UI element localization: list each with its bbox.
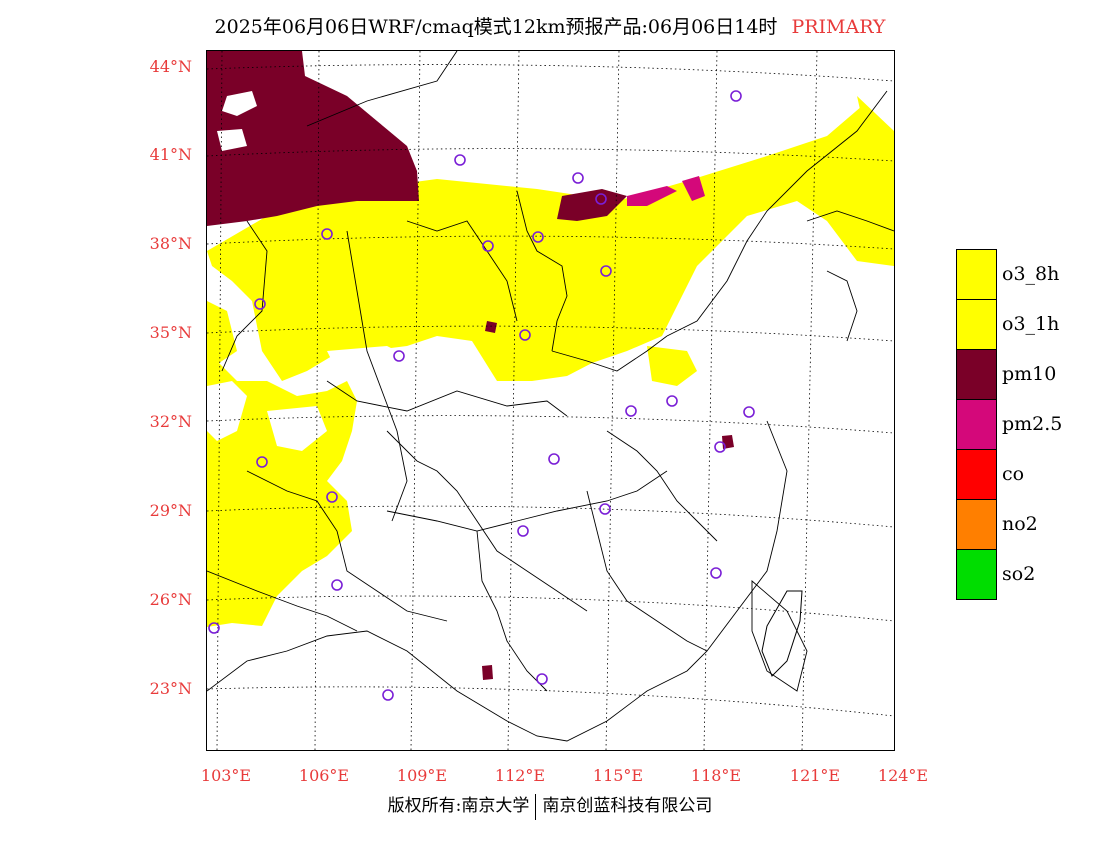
legend-label: o3_8h — [1002, 263, 1060, 285]
legend-label: o3_1h — [1002, 313, 1060, 335]
lat-label-26: 26°N — [149, 590, 192, 609]
primary-tag: PRIMARY — [791, 16, 886, 38]
lat-label-29: 29°N — [149, 501, 192, 520]
legend-item-pm10: pm10 — [956, 349, 1096, 400]
o3-gaps — [207, 346, 407, 451]
taiwan-outline — [761, 590, 803, 677]
legend-swatch — [956, 549, 997, 600]
lat-label-23: 23°N — [149, 679, 192, 698]
legend-item-o3-8h: o3_8h — [956, 249, 1096, 300]
lat-label-38: 38°N — [149, 234, 192, 253]
legend: o3_8h o3_1h pm10 pm2.5 co no2 so2 — [956, 249, 1096, 600]
pm10-holes — [217, 91, 257, 151]
lon-label-124: 124°E — [877, 766, 929, 785]
legend-swatch — [956, 299, 997, 350]
lat-label-41: 41°N — [149, 145, 192, 164]
pm10-region — [207, 51, 734, 680]
footer-separator — [535, 793, 537, 820]
legend-swatch — [956, 349, 997, 400]
legend-item-so2: so2 — [956, 549, 1096, 600]
legend-label: no2 — [1002, 513, 1038, 535]
lon-label-115: 115°E — [592, 766, 644, 785]
legend-item-co: co — [956, 449, 1096, 500]
legend-label: pm10 — [1002, 363, 1057, 385]
map-title: 2025年06月06日WRF/cmaq模式12km预报产品:06月06日14时 P… — [0, 12, 1100, 39]
lon-label-121: 121°E — [789, 766, 841, 785]
lon-label-112: 112°E — [494, 766, 546, 785]
lon-label-106: 106°E — [298, 766, 350, 785]
lon-label-118: 118°E — [690, 766, 742, 785]
copyright-left: 版权所有:南京大学 — [387, 796, 530, 816]
lat-label-35: 35°N — [149, 323, 192, 342]
lon-label-103: 103°E — [200, 766, 252, 785]
copyright-right: 南京创蓝科技有限公司 — [542, 796, 713, 816]
pm25-region — [627, 176, 705, 206]
legend-swatch — [956, 249, 997, 300]
lon-label-109: 109°E — [396, 766, 448, 785]
legend-swatch — [956, 449, 997, 500]
title-text: 2025年06月06日WRF/cmaq模式12km预报产品:06月06日14时 — [214, 16, 778, 38]
forecast-map — [206, 50, 895, 751]
legend-label: co — [1002, 463, 1025, 485]
copyright-footer: 版权所有:南京大学 南京创蓝科技有限公司 — [0, 791, 1100, 820]
map-canvas — [207, 51, 894, 750]
legend-item-no2: no2 — [956, 499, 1096, 550]
legend-item-pm25: pm2.5 — [956, 399, 1096, 450]
legend-label: pm2.5 — [1002, 413, 1063, 435]
lat-label-44: 44°N — [149, 57, 192, 76]
legend-swatch — [956, 399, 997, 450]
legend-item-o3-1h: o3_1h — [956, 299, 1096, 350]
legend-label: so2 — [1002, 563, 1036, 585]
legend-swatch — [956, 499, 997, 550]
city-markers — [208, 90, 755, 701]
lat-label-32: 32°N — [149, 412, 192, 431]
